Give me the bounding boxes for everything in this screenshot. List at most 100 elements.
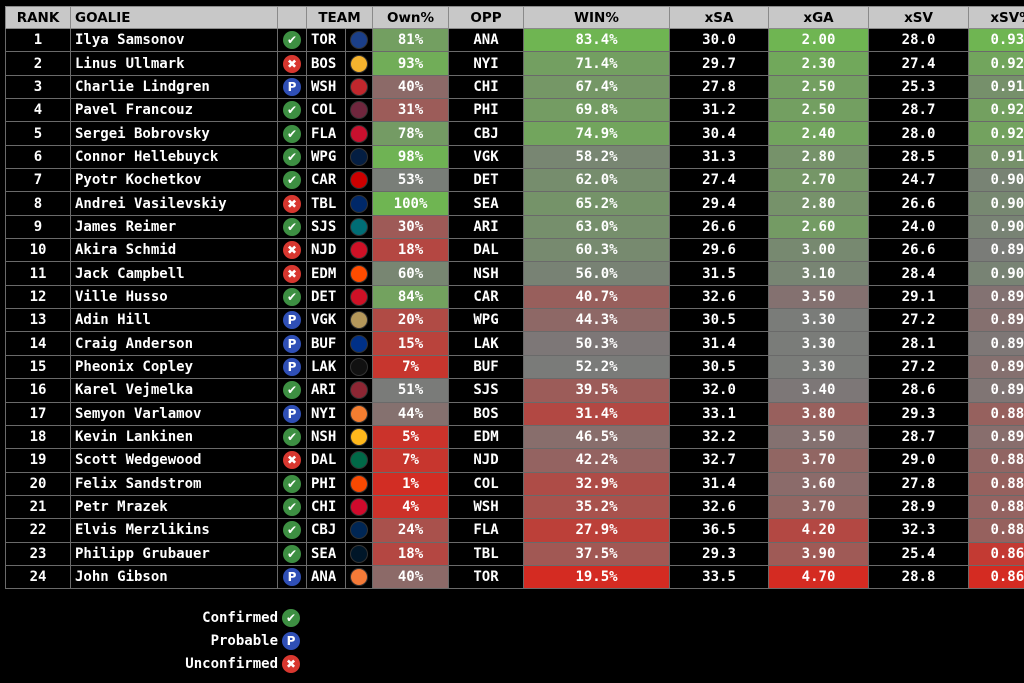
win-cell: 42.2% (523, 448, 671, 473)
goalie-cell: Semyon Varlamov (70, 401, 278, 426)
xsa-cell: 27.4 (669, 168, 770, 193)
table-row[interactable]: 23 Philipp Grubauer ✔ SEA 18% TBL 37.5% 29.3 3.9… (5, 541, 1024, 566)
win-cell: 39.5% (523, 378, 671, 403)
header-xsvpct[interactable]: xSV% (968, 6, 1024, 29)
team-logo-cell (344, 354, 374, 380)
win-cell: 67.4% (523, 74, 671, 100)
red-wings-logo-icon (350, 287, 368, 306)
xsvpct-cell: 0.902 (968, 214, 1024, 240)
team-logo-cell (344, 308, 374, 333)
table-row[interactable]: 2 Linus Ullmark ✖ BOS 93% NYI 71.4% 29.7 2.30 27.… (5, 51, 1024, 76)
table-row[interactable]: 8 Andrei Vasilevskiy ✖ TBL 100% SEA 65.2% 29.4 2… (5, 191, 1024, 216)
team-cell: TBL (306, 191, 346, 216)
xsv-cell: 28.8 (868, 564, 970, 590)
table-row[interactable]: 24 John Gibson P ANA 40% TOR 19.5% 33.5 4.70 28.8… (5, 564, 1024, 590)
xsvpct-cell: 0.902 (968, 168, 1024, 193)
xsvpct-cell: 0.898 (968, 238, 1024, 263)
goalie-cell: Pheonix Copley (70, 354, 278, 380)
xsv-cell: 29.0 (868, 448, 970, 473)
rank-cell: 21 (5, 494, 71, 520)
header-team[interactable]: TEAM (305, 6, 374, 29)
unconfirmed-icon: ✖ (283, 451, 301, 470)
goalie-cell: Felix Sandstrom (70, 471, 278, 496)
xsv-cell: 28.7 (868, 424, 970, 450)
table-row[interactable]: 22 Elvis Merzlikins ✔ CBJ 24% FLA 27.9% 36.5 4.2… (5, 518, 1024, 543)
win-cell: 44.3% (523, 308, 671, 333)
table-row[interactable]: 19 Scott Wedgewood ✖ DAL 7% NJD 42.2% 32.7 3.70 2… (5, 448, 1024, 473)
own-cell: 84% (372, 284, 450, 310)
win-cell: 52.2% (523, 354, 671, 380)
xga-cell: 3.30 (768, 354, 870, 380)
xsv-cell: 28.9 (868, 494, 970, 520)
table-row[interactable]: 12 Ville Husso ✔ DET 84% CAR 40.7% 32.6 3.50 29.1… (5, 284, 1024, 310)
xsv-cell: 29.1 (868, 284, 970, 310)
avalanche-logo-icon (350, 101, 368, 120)
team-cell: CAR (306, 168, 346, 193)
kings-logo-icon (350, 357, 368, 376)
team-cell: ANA (306, 564, 346, 590)
xsa-cell: 30.4 (669, 121, 770, 146)
own-cell: 20% (372, 308, 450, 333)
rank-cell: 9 (5, 214, 71, 240)
table-row[interactable]: 9 James Reimer ✔ SJS 30% ARI 63.0% 26.6 2.60 24.0… (5, 214, 1024, 240)
legend-item-probable: Probable P (160, 629, 300, 652)
confirmed-icon: ✔ (283, 31, 301, 50)
table-row[interactable]: 15 Pheonix Copley P LAK 7% BUF 52.2% 30.5 3.30 27… (5, 354, 1024, 380)
header-own[interactable]: Own% (372, 6, 450, 29)
table-row[interactable]: 14 Craig Anderson P BUF 15% LAK 50.3% 31.4 3.30 2… (5, 331, 1024, 356)
table-row[interactable]: 13 Adin Hill P VGK 20% WPG 44.3% 30.5 3.30 27.2 0.… (5, 308, 1024, 333)
rank-cell: 23 (5, 541, 71, 566)
team-logo-cell (344, 191, 374, 216)
xga-cell: 3.90 (768, 541, 870, 566)
rank-cell: 16 (5, 378, 71, 403)
probable-icon: P (283, 568, 301, 587)
header-goalie[interactable]: GOALIE (70, 6, 278, 29)
opp-cell: SEA (448, 191, 525, 216)
xsvpct-cell: 0.902 (968, 261, 1024, 286)
header-opp[interactable]: OPP (448, 6, 525, 29)
header-row: RANK GOALIE TEAM Own% OPP WIN% xSA xGA x… (5, 6, 1024, 29)
jets-logo-icon (350, 147, 368, 166)
table-row[interactable]: 18 Kevin Lankinen ✔ NSH 5% EDM 46.5% 32.2 3.50 28… (5, 424, 1024, 450)
header-xsa[interactable]: xSA (669, 6, 770, 29)
xsa-cell: 36.5 (669, 518, 770, 543)
goalie-cell: Ilya Samsonov (70, 27, 278, 53)
panthers-logo-icon (350, 124, 368, 143)
table-row[interactable]: 10 Akira Schmid ✖ NJD 18% DAL 60.3% 29.6 3.00 26.… (5, 238, 1024, 263)
table-row[interactable]: 3 Charlie Lindgren P WSH 40% CHI 67.4% 27.8 2.50… (5, 74, 1024, 100)
opp-cell: TOR (448, 564, 525, 590)
header-xga[interactable]: xGA (768, 6, 870, 29)
xga-cell: 3.30 (768, 331, 870, 356)
table-row[interactable]: 16 Karel Vejmelka ✔ ARI 51% SJS 39.5% 32.0 3.40 2… (5, 378, 1024, 403)
team-cell: SEA (306, 541, 346, 566)
table-row[interactable]: 17 Semyon Varlamov P NYI 44% BOS 31.4% 33.1 3.80… (5, 401, 1024, 426)
confirmed-icon: ✔ (283, 428, 301, 447)
opp-cell: VGK (448, 144, 525, 170)
table-row[interactable]: 6 Connor Hellebuyck ✔ WPG 98% VGK 58.2% 31.3 2.8… (5, 144, 1024, 170)
header-rank[interactable]: RANK (5, 6, 71, 29)
opp-cell: NSH (448, 261, 525, 286)
xga-cell: 2.50 (768, 98, 870, 123)
goalie-cell: Philipp Grubauer (70, 541, 278, 566)
table-row[interactable]: 20 Felix Sandstrom ✔ PHI 1% COL 32.9% 31.4 3.60 2… (5, 471, 1024, 496)
xsa-cell: 31.3 (669, 144, 770, 170)
table-row[interactable]: 7 Pyotr Kochetkov ✔ CAR 53% DET 62.0% 27.4 2.70 2… (5, 168, 1024, 193)
xsv-cell: 28.0 (868, 27, 970, 53)
table-row[interactable]: 1 Ilya Samsonov ✔ TOR 81% ANA 83.4% 30.0 2.00 28.… (5, 27, 1024, 53)
own-cell: 53% (372, 168, 450, 193)
table-row[interactable]: 5 Sergei Bobrovsky ✔ FLA 78% CBJ 74.9% 30.4 2.40… (5, 121, 1024, 146)
xsv-cell: 25.3 (868, 74, 970, 100)
xsa-cell: 33.1 (669, 401, 770, 426)
own-cell: 15% (372, 331, 450, 356)
team-cell: SJS (306, 214, 346, 240)
table-row[interactable]: 4 Pavel Francouz ✔ COL 31% PHI 69.8% 31.2 2.50 28… (5, 98, 1024, 123)
xsvpct-cell: 0.910 (968, 74, 1024, 100)
rank-cell: 6 (5, 144, 71, 170)
opp-cell: COL (448, 471, 525, 496)
table-row[interactable]: 21 Petr Mrazek ✔ CHI 4% WSH 35.2% 32.6 3.70 28.9 0… (5, 494, 1024, 520)
header-xsv[interactable]: xSV (868, 6, 970, 29)
table-row[interactable]: 11 Jack Campbell ✖ EDM 60% NSH 56.0% 31.5 3.10 28… (5, 261, 1024, 286)
opp-cell: TBL (448, 541, 525, 566)
xsa-cell: 29.4 (669, 191, 770, 216)
header-win[interactable]: WIN% (523, 6, 671, 29)
